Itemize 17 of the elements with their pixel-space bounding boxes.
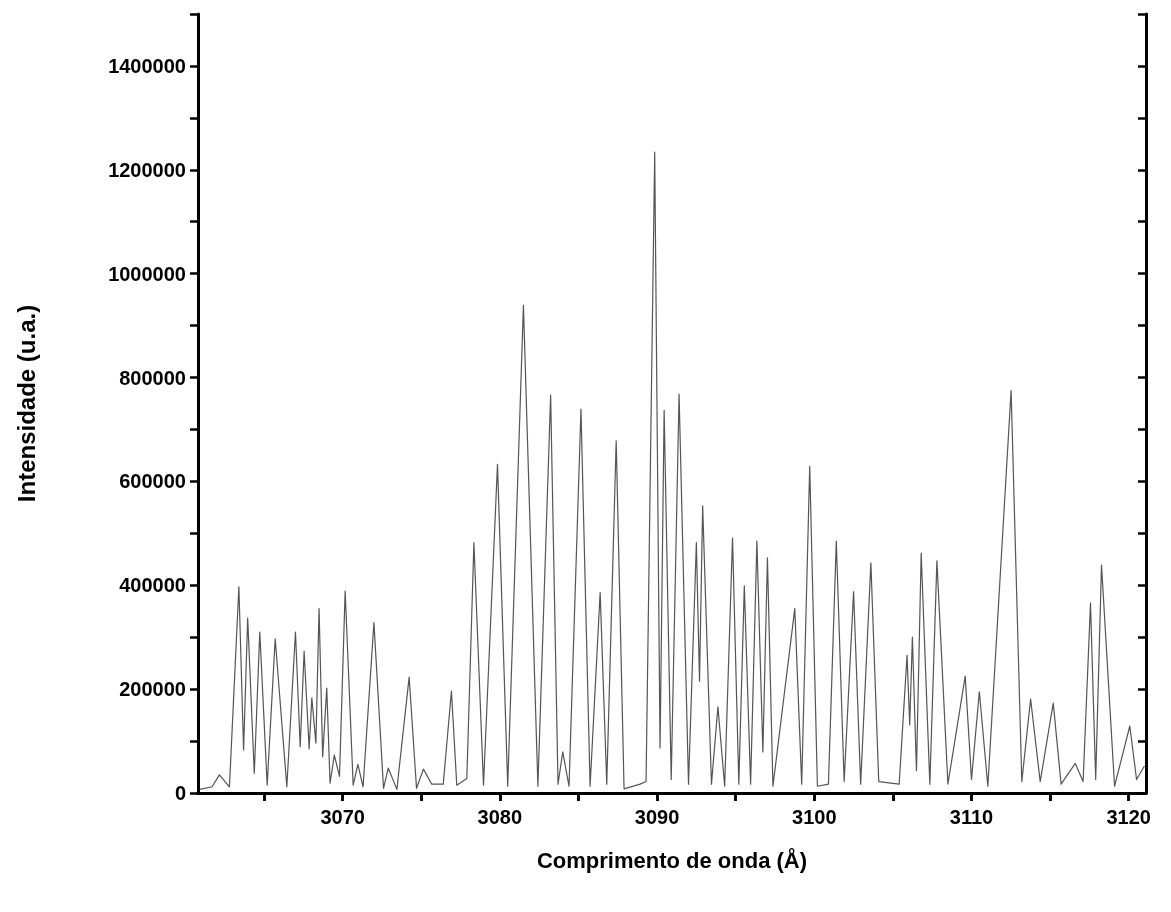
y-axis-title: Intensidade (u.a.) bbox=[12, 304, 40, 503]
y-tick-label: 600000 bbox=[119, 470, 186, 493]
x-axis-title: Comprimento de onda (Å) bbox=[536, 846, 808, 873]
y-tick-label: 0 bbox=[174, 782, 186, 804]
x-tick-label: 3100 bbox=[792, 806, 837, 828]
y-tick-label: 200000 bbox=[119, 678, 186, 701]
y-tick-label: 400000 bbox=[119, 574, 186, 597]
x-tick-label: 3120 bbox=[1106, 806, 1151, 828]
x-tick-label: 3090 bbox=[634, 806, 680, 828]
y-tick-label: 1400000 bbox=[108, 54, 186, 77]
x-tick-label: 3110 bbox=[949, 806, 994, 828]
x-tick-label: 3070 bbox=[320, 806, 365, 828]
x-tick-label: 3080 bbox=[477, 806, 523, 828]
y-tick-label: 1000000 bbox=[108, 262, 186, 285]
line-series bbox=[198, 151, 1146, 790]
y-tick-label: 1200000 bbox=[108, 158, 186, 181]
y-tick-label: 800000 bbox=[119, 366, 186, 389]
